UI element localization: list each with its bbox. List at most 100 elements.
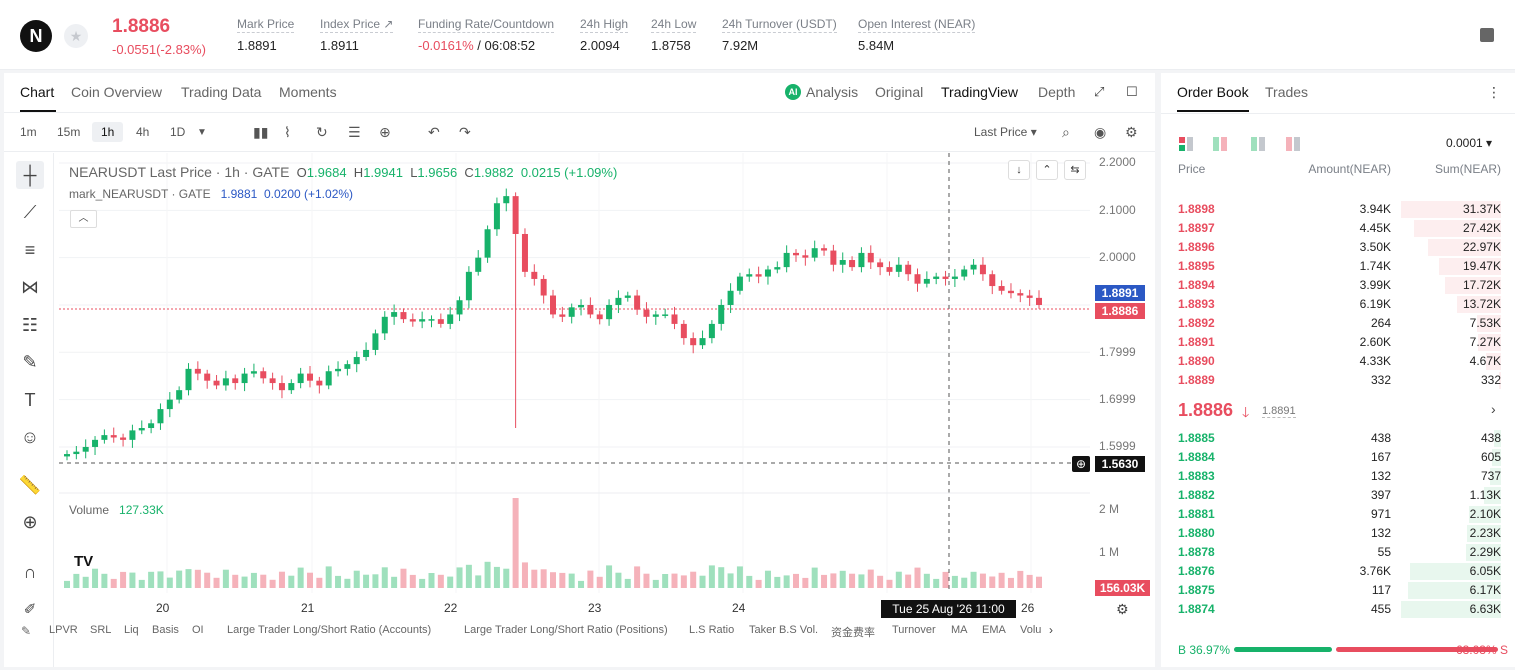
interval-15m[interactable]: 15m xyxy=(57,125,81,139)
ask-row[interactable]: 1.8896 3.50K 22.97K xyxy=(1161,238,1515,257)
replay-icon[interactable]: ↻ xyxy=(316,124,328,140)
bid-row[interactable]: 1.8878 55 2.29K xyxy=(1161,543,1515,562)
brush-icon[interactable]: ✎ xyxy=(22,351,38,372)
bid-row[interactable]: 1.8883 132 737 xyxy=(1161,467,1515,486)
template-icon[interactable]: ☰ xyxy=(348,124,361,140)
horizontal-lines-icon[interactable]: ≡ xyxy=(24,239,36,260)
undo-icon[interactable]: ↶ xyxy=(428,124,440,140)
bid-amount: 971 xyxy=(1370,507,1391,521)
indicators-icon[interactable]: ⌇ xyxy=(284,124,291,140)
indicator-srl[interactable]: SRL xyxy=(90,624,112,636)
indicator-turnover[interactable]: Turnover xyxy=(892,624,936,636)
indicator-ls-ratio[interactable]: L.S Ratio xyxy=(689,624,735,636)
settings-gear-icon[interactable]: ⚙ xyxy=(1125,124,1138,140)
more-options-icon[interactable]: ⋮ xyxy=(1487,84,1501,100)
indicator-volume[interactable]: Volu xyxy=(1020,624,1042,636)
volume-bar xyxy=(73,573,80,588)
candle-body xyxy=(428,319,435,321)
bid-row[interactable]: 1.8885 438 438 xyxy=(1161,429,1515,448)
indicator-ema[interactable]: EMA xyxy=(982,624,1006,636)
ruler-icon[interactable]: 📏 xyxy=(18,474,42,495)
indicator-ls-accounts[interactable]: Large Trader Long/Short Ratio (Accounts) xyxy=(227,624,432,636)
tab-trading-data[interactable]: Trading Data xyxy=(181,84,262,100)
ask-row[interactable]: 1.8893 6.19K 13.72K xyxy=(1161,295,1515,314)
ask-row[interactable]: 1.8890 4.33K 4.67K xyxy=(1161,352,1515,371)
add-indicator-icon[interactable]: ⊕ xyxy=(379,124,391,140)
ask-row[interactable]: 1.8898 3.94K 31.37K xyxy=(1161,200,1515,219)
ask-price: 1.8889 xyxy=(1178,373,1215,387)
ask-row[interactable]: 1.8894 3.99K 17.72K xyxy=(1161,276,1515,295)
asks-mode-icon[interactable] xyxy=(1286,137,1300,151)
interval-1m[interactable]: 1m xyxy=(20,125,37,139)
price-chart[interactable] xyxy=(59,153,1090,593)
fib-icon[interactable]: ☷ xyxy=(21,314,39,335)
indicator-liq[interactable]: Liq xyxy=(124,624,139,636)
tab-moments[interactable]: Moments xyxy=(279,84,337,100)
bid-row[interactable]: 1.8874 455 6.63K xyxy=(1161,600,1515,619)
ask-row[interactable]: 1.8897 4.45K 27.42K xyxy=(1161,219,1515,238)
tab-order-book[interactable]: Order Book xyxy=(1177,84,1249,100)
magnet-icon[interactable]: ∩ xyxy=(23,561,37,582)
indicator-taker-vol[interactable]: Taker B.S Vol. xyxy=(749,624,819,636)
pattern-icon[interactable]: ⋈ xyxy=(21,276,39,297)
zoom-in-icon[interactable]: ⊕ xyxy=(22,511,38,532)
interval-4h[interactable]: 4h xyxy=(136,125,150,139)
crosshair-icon[interactable]: ┼ xyxy=(16,161,44,189)
collapse-legend-button[interactable]: ︿ xyxy=(70,210,97,228)
chevron-right-icon[interactable]: › xyxy=(1491,401,1496,417)
scroll-right-icon[interactable]: › xyxy=(1049,623,1053,637)
price-type-select[interactable]: Last Price ▾ xyxy=(974,125,1037,139)
trend-line-icon[interactable]: ⟋ xyxy=(23,201,37,222)
bid-row[interactable]: 1.8881 971 2.10K xyxy=(1161,505,1515,524)
window-icon[interactable]: ☐ xyxy=(1126,84,1138,99)
bid-row[interactable]: 1.8882 397 1.13K xyxy=(1161,486,1515,505)
indicator-ls-positions[interactable]: Large Trader Long/Short Ratio (Positions… xyxy=(464,624,668,636)
split-mode-icon[interactable] xyxy=(1213,137,1227,151)
bid-row[interactable]: 1.8884 167 605 xyxy=(1161,448,1515,467)
interval-1h[interactable]: 1h xyxy=(92,122,124,142)
scroll-down-button[interactable]: ↓ xyxy=(1008,160,1030,180)
tab-depth[interactable]: Depth xyxy=(1038,84,1076,100)
bid-depth-bar xyxy=(1490,468,1501,485)
bid-row[interactable]: 1.8875 117 6.17K xyxy=(1161,581,1515,600)
indicator-ma[interactable]: MA xyxy=(951,624,968,636)
switch-button[interactable]: ⇆ xyxy=(1064,160,1086,180)
ask-row[interactable]: 1.8892 264 7.53K xyxy=(1161,314,1515,333)
volume-bar xyxy=(970,571,977,588)
indicator-oi[interactable]: OI xyxy=(192,624,204,636)
pen-icon[interactable]: ✎ xyxy=(21,624,32,638)
indicator-funding-rate[interactable]: 资金费率 xyxy=(831,627,875,639)
expand-icon[interactable]: ⤢ xyxy=(1094,84,1105,99)
interval-1d[interactable]: 1D xyxy=(170,125,186,139)
bid-row[interactable]: 1.8876 3.76K 6.05K xyxy=(1161,562,1515,581)
camera-icon[interactable]: ◉ xyxy=(1094,124,1107,140)
precision-select[interactable]: 0.0001 ▾ xyxy=(1446,136,1493,150)
interval-dropdown-icon[interactable]: ▼ xyxy=(197,127,207,138)
indicator-basis[interactable]: Basis xyxy=(152,624,179,636)
tab-coin-overview[interactable]: Coin Overview xyxy=(71,84,163,100)
both-sides-mode-icon[interactable] xyxy=(1179,137,1193,151)
indicator-lpvr[interactable]: LPVR xyxy=(49,624,78,636)
ask-row[interactable]: 1.8889 332 332 xyxy=(1161,371,1515,390)
candle-type-icon[interactable]: ▮▮ xyxy=(253,124,269,140)
add-alert-icon[interactable]: ⊕ xyxy=(1072,456,1090,472)
text-tool-icon[interactable]: T xyxy=(24,389,36,410)
ask-row[interactable]: 1.8891 2.60K 7.27K xyxy=(1161,333,1515,352)
tab-original[interactable]: Original xyxy=(875,84,924,100)
tab-tradingview[interactable]: TradingView xyxy=(941,84,1019,100)
favorite-star-icon[interactable]: ★ xyxy=(64,24,88,48)
pencil-lock-icon[interactable]: ✐ xyxy=(23,601,37,618)
tab-analysis[interactable]: Analysis xyxy=(806,84,859,100)
redo-icon[interactable]: ↷ xyxy=(459,124,471,140)
search-icon[interactable]: ⌕ xyxy=(1062,124,1070,140)
collapse-chart-button[interactable]: ⌃ xyxy=(1036,160,1058,180)
bids-mode-icon[interactable] xyxy=(1251,137,1265,151)
tab-trades[interactable]: Trades xyxy=(1265,84,1309,100)
chart-settings-icon[interactable]: ⚙ xyxy=(1116,601,1129,617)
book-icon[interactable] xyxy=(1480,28,1494,42)
tab-chart[interactable]: Chart xyxy=(20,84,55,100)
ask-row[interactable]: 1.8895 1.74K 19.47K xyxy=(1161,257,1515,276)
high-value: 1.9941 xyxy=(363,165,403,180)
bid-row[interactable]: 1.8880 132 2.23K xyxy=(1161,524,1515,543)
emoji-icon[interactable]: ☺ xyxy=(20,426,40,447)
